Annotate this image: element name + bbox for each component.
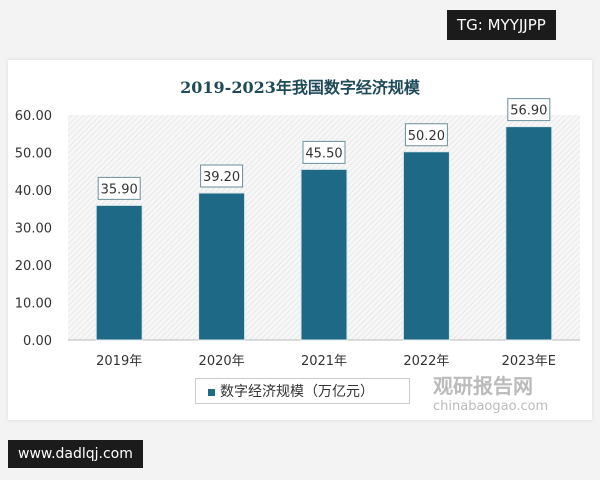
legend-label: 数字经济规模（万亿元）: [220, 384, 374, 400]
x-tick-label: 2020年: [199, 354, 245, 369]
y-tick-label: 20.00: [15, 259, 52, 274]
watermark-brand: 观研报告网: [433, 374, 533, 398]
y-tick-label: 10.00: [15, 297, 52, 312]
data-label: 45.50: [305, 146, 342, 161]
watermark-url: chinabaogao.com: [433, 399, 549, 414]
data-label-box: [97, 176, 141, 200]
x-tick-label: 2023年E: [502, 354, 556, 369]
tg-tag: TG: MYYJJPP: [447, 10, 556, 40]
site-tag: www.dadlqj.com: [8, 440, 143, 468]
y-tick-label: 0.00: [23, 334, 52, 349]
x-tick-label: 2021年: [301, 354, 347, 369]
data-label: 50.20: [408, 129, 445, 144]
chart-plot: 0.00 10.00 20.00 30.00 40.00 50.00 60.00 35.90 2…: [15, 98, 580, 369]
data-label-box: [302, 140, 346, 164]
x-tick-label: 2022年: [403, 354, 449, 369]
y-tick-label: 30.00: [15, 222, 52, 237]
legend: 数字经济规模（万亿元）: [195, 378, 410, 404]
legend-swatch: [208, 389, 215, 396]
chart-title: 2019-2023年我国数字经济规模: [180, 78, 420, 97]
data-label-box: [404, 123, 448, 147]
data-label: 35.90: [101, 182, 138, 197]
data-label-box: [507, 98, 551, 122]
y-tick-label: 40.00: [15, 184, 52, 199]
x-tick-label: 2019年: [96, 354, 142, 369]
data-label: 56.90: [510, 104, 547, 119]
y-tick-label: 60.00: [15, 109, 52, 124]
data-label-box: [200, 164, 244, 188]
data-label: 39.20: [203, 170, 240, 185]
bar: [300, 168, 348, 341]
bar: [505, 126, 553, 341]
bar: [198, 192, 246, 341]
chart-card: 2019-2023年我国数字经济规模 0.00 10.00 20.00 30.00 40…: [8, 60, 592, 420]
bar: [402, 151, 450, 341]
y-tick-label: 50.00: [15, 147, 52, 162]
bar: [95, 204, 143, 341]
